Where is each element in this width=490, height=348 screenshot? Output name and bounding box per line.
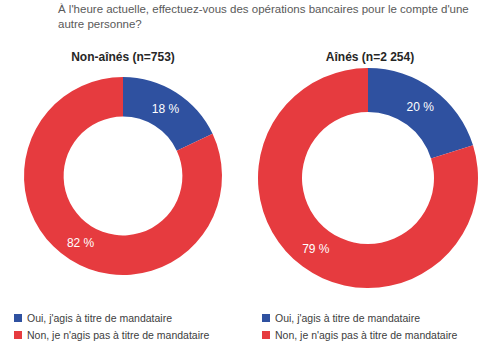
data-label: 18 % [152, 102, 180, 116]
legend-label: Non, je n'agis pas à titre de mandataire [27, 329, 210, 341]
slice [123, 77, 213, 151]
donut-panel: Non-aînés (n=753) 18 % 82 % Oui, j'agis à t… [14, 50, 222, 341]
slice [368, 68, 473, 158]
data-labels: 18 % 82 % [67, 102, 180, 250]
title-line: À l'heure actuelle, effectuez-vous des o… [58, 3, 469, 15]
data-labels: 20 % 79 % [302, 100, 434, 256]
legend-label: Oui, j'agis à titre de mandataire [275, 312, 420, 324]
legend-label: Non, je n'agis pas à titre de mandataire [275, 329, 458, 341]
legend-swatch [262, 314, 270, 322]
legend-swatch [14, 314, 22, 322]
slice [24, 77, 222, 275]
slice [258, 68, 478, 288]
panel-title: Aînés (n=2 254) [326, 50, 414, 64]
legend: Oui, j'agis à titre de mandataire Non, je… [262, 312, 458, 341]
data-label: 20 % [406, 100, 434, 114]
title-line: autre personne? [58, 18, 142, 30]
legend-label: Oui, j'agis à titre de mandataire [27, 312, 172, 324]
donut-panel: Aînés (n=2 254) 20 % 79 % Oui, j'agis à tit… [258, 50, 478, 341]
chart-root: À l'heure actuelle, effectuez-vous des o… [0, 0, 490, 348]
legend-swatch [262, 331, 270, 339]
data-label: 82 % [67, 236, 95, 250]
legend-swatch [14, 331, 22, 339]
title: À l'heure actuelle, effectuez-vous des o… [58, 3, 469, 30]
data-label: 79 % [302, 242, 330, 256]
panel-title: Non-aînés (n=753) [71, 50, 175, 64]
slices [24, 77, 222, 275]
legend: Oui, j'agis à titre de mandataire Non, je… [14, 312, 210, 341]
slices [258, 68, 478, 288]
